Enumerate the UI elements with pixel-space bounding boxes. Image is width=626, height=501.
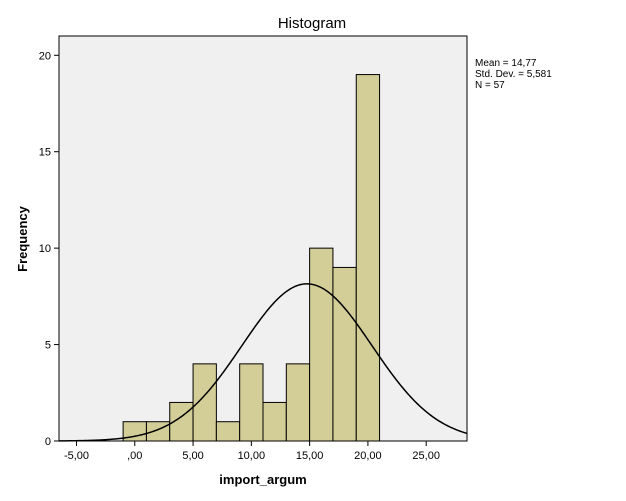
- y-tick-label: 5: [45, 340, 51, 352]
- y-tick-label: 0: [45, 436, 51, 448]
- histogram-bar-3: [192, 363, 217, 442]
- x-tick-label: ,00: [127, 450, 142, 462]
- stat-mean: Mean = 14,77: [475, 58, 537, 69]
- x-tick-label: 25,00: [412, 450, 440, 462]
- histogram-bar-6: [262, 401, 287, 442]
- stat-n: N = 57: [475, 80, 505, 91]
- histogram-bar-1: [145, 421, 171, 442]
- histogram-bar-5: [239, 363, 264, 442]
- histogram-bar-7: [285, 363, 311, 442]
- histogram-bar-4: [215, 421, 241, 442]
- y-tick-label: 20: [39, 50, 51, 62]
- histogram-bar-10: [355, 74, 381, 442]
- x-axis: -5,00 ,00 5,00 10,00 15,00 20,00 25,00: [64, 441, 440, 462]
- stat-std-dev: Std. Dev. = 5,581: [475, 69, 552, 80]
- x-tick-label: 10,00: [238, 450, 266, 462]
- histogram-bar-9: [332, 266, 357, 442]
- x-tick-label: -5,00: [64, 450, 89, 462]
- y-tick-label: 15: [39, 147, 51, 159]
- x-axis-label: import_argum: [219, 472, 306, 487]
- y-axis: 0 5 10 15 20: [39, 50, 59, 448]
- y-tick-label: 10: [39, 243, 51, 255]
- normal-curve: [58, 283, 468, 442]
- histogram-bar-8: [309, 247, 334, 442]
- y-axis-label: Frequency: [15, 205, 30, 272]
- x-tick-label: 20,00: [354, 450, 382, 462]
- x-tick-label: 5,00: [182, 450, 203, 462]
- chart-title: Histogram: [278, 15, 346, 32]
- x-tick-label: 15,00: [296, 450, 324, 462]
